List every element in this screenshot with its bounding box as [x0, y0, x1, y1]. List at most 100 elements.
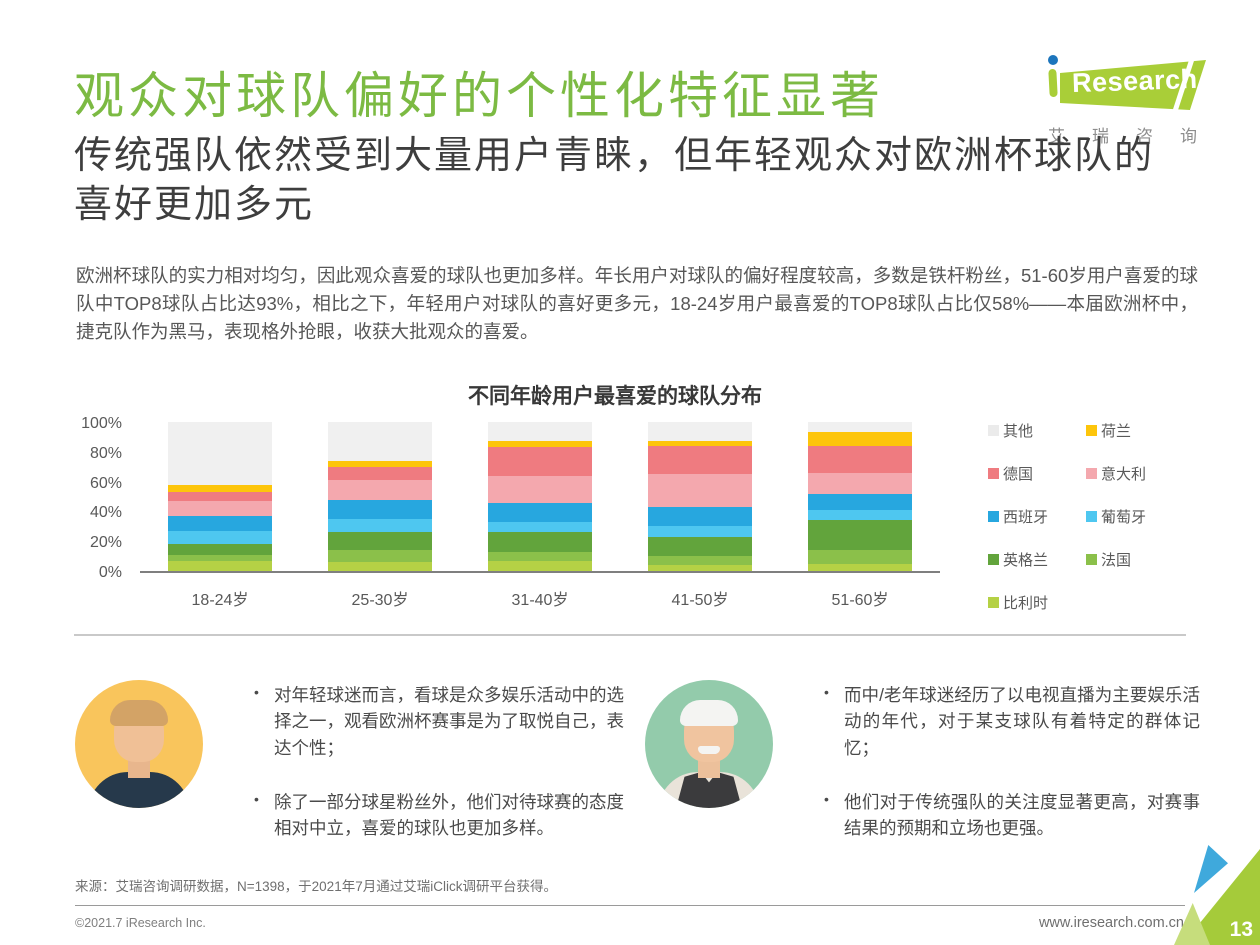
- bar-segment-西班牙: [808, 493, 912, 510]
- section-divider: [74, 634, 1186, 636]
- legend-label: 德国: [1003, 466, 1034, 483]
- legend-swatch-icon: [988, 468, 999, 479]
- stacked-bar-25-30岁: [328, 422, 432, 571]
- bar-segment-德国: [328, 466, 432, 481]
- legend-label: 比利时: [1003, 595, 1049, 612]
- footer-divider: [75, 905, 1185, 906]
- bar-segment-意大利: [168, 501, 272, 516]
- stacked-bar-31-40岁: [488, 422, 592, 571]
- young-fan-bullet-list: 对年轻球迷而言，看球是众多娱乐活动中的选择之一，观看欧洲杯赛事是为了取悦自己，表…: [252, 682, 624, 869]
- legend-item-英格兰: 英格兰: [988, 549, 1086, 570]
- bar-segment-比利时: [328, 562, 432, 571]
- page-corner-graphic: 13: [1170, 845, 1260, 945]
- logo-i-stem-icon: [1048, 68, 1058, 98]
- footer-copyright: ©2021.7 iResearch Inc.: [75, 916, 206, 930]
- bar-segment-英格兰: [488, 532, 592, 552]
- legend-label: 葡萄牙: [1101, 509, 1147, 526]
- bar-segment-意大利: [488, 475, 592, 503]
- x-axis-label: 51-60岁: [831, 592, 889, 609]
- bar-segment-葡萄牙: [328, 518, 432, 533]
- bar-segment-荷兰: [328, 460, 432, 467]
- bar-segment-法国: [808, 550, 912, 564]
- y-axis-tick: 0%: [98, 564, 122, 581]
- bar-segment-意大利: [328, 480, 432, 500]
- legend-label: 荷兰: [1101, 423, 1132, 440]
- legend-swatch-icon: [1086, 468, 1097, 479]
- legend-item-德国: 德国: [988, 463, 1086, 484]
- senior-fan-bullet-list: 而中/老年球迷经历了以电视直播为主要娱乐活动的年代，对于某支球队有着特定的群体记…: [822, 682, 1200, 869]
- x-axis-label: 31-40岁: [511, 592, 569, 609]
- bar-segment-英格兰: [168, 544, 272, 555]
- bar-segment-荷兰: [168, 484, 272, 493]
- bar-segment-其他: [488, 422, 592, 442]
- avatar-hair: [680, 700, 738, 726]
- legend-label: 意大利: [1101, 466, 1147, 483]
- bar-segment-意大利: [648, 474, 752, 507]
- young-fan-avatar: [75, 680, 203, 808]
- bar-segment-英格兰: [648, 536, 752, 557]
- bullet-item: 他们对于传统强队的关注度显著更高，对赛事结果的预期和立场也更强。: [822, 789, 1200, 842]
- bar-segment-其他: [808, 422, 912, 433]
- bar-segment-比利时: [648, 565, 752, 571]
- page-subtitle: 传统强队依然受到大量用户青睐，但年轻观众对欧洲杯球队的喜好更加多元: [74, 135, 1155, 226]
- legend-label: 法国: [1101, 552, 1132, 569]
- bar-segment-西班牙: [328, 499, 432, 519]
- intro-paragraph: 欧洲杯球队的实力相对均匀，因此观众喜爱的球队也更加多样。年长用户对球队的偏好程度…: [76, 265, 1198, 342]
- y-axis-tick: 40%: [89, 504, 122, 522]
- bar-segment-英格兰: [328, 532, 432, 551]
- bar-segment-荷兰: [808, 432, 912, 446]
- y-axis-tick: 60%: [89, 474, 122, 492]
- footer-website: www.iresearch.com.cn: [1038, 915, 1184, 931]
- legend-swatch-icon: [988, 597, 999, 608]
- legend-swatch-icon: [988, 511, 999, 522]
- chart-y-axis: 0% 20% 40% 60% 80% 100%: [56, 415, 128, 581]
- legend-swatch-icon: [1086, 511, 1097, 522]
- bar-segment-葡萄牙: [488, 521, 592, 533]
- bar-segment-西班牙: [488, 502, 592, 522]
- bar-segment-其他: [328, 422, 432, 461]
- bar-segment-其他: [648, 422, 752, 442]
- x-axis-label: 41-50岁: [671, 592, 729, 609]
- bullet-item: 而中/老年球迷经历了以电视直播为主要娱乐活动的年代，对于某支球队有着特定的群体记…: [822, 682, 1200, 761]
- bar-segment-荷兰: [488, 441, 592, 448]
- bullet-item: 对年轻球迷而言，看球是众多娱乐活动中的选择之一，观看欧洲杯赛事是为了取悦自己，表…: [252, 682, 624, 761]
- legend-item-比利时: 比利时: [988, 592, 1086, 613]
- stacked-bar-51-60岁: [808, 422, 912, 571]
- logo-chinese-text: 艾瑞咨询: [1048, 127, 1224, 146]
- bar-segment-德国: [808, 445, 912, 473]
- legend-swatch-icon: [1086, 425, 1097, 436]
- bar-segment-法国: [488, 551, 592, 561]
- bar-segment-西班牙: [648, 506, 752, 527]
- legend-item-葡萄牙: 葡萄牙: [1086, 506, 1184, 527]
- x-axis-label: 18-24岁: [191, 592, 249, 609]
- page-title: 观众对球队偏好的个性化特征显著: [74, 68, 884, 124]
- chart-title: 不同年龄用户最喜爱的球队分布: [468, 385, 762, 408]
- avatar-hair: [110, 700, 168, 726]
- bullet-item: 除了一部分球星粉丝外，他们对待球赛的态度相对中立，喜爱的球队也更加多样。: [252, 789, 624, 842]
- bar-segment-比利时: [488, 560, 592, 571]
- bar-segment-西班牙: [168, 515, 272, 531]
- y-axis-tick: 100%: [81, 415, 122, 432]
- corner-blue-triangle: [1194, 845, 1228, 893]
- y-axis-tick: 80%: [89, 444, 122, 462]
- iresearch-logo: Research 艾瑞咨询: [1036, 46, 1208, 146]
- bar-segment-比利时: [168, 560, 272, 571]
- bar-segment-荷兰: [648, 441, 752, 446]
- stacked-bar-41-50岁: [648, 422, 752, 571]
- legend-item-荷兰: 荷兰: [1086, 420, 1184, 441]
- chart-legend: 其他 荷兰德国 意大利西班牙 葡萄牙英格兰 法国比利时: [988, 420, 1184, 613]
- legend-swatch-icon: [988, 425, 999, 436]
- legend-label: 其他: [1003, 423, 1034, 440]
- legend-item-西班牙: 西班牙: [988, 506, 1086, 527]
- bar-segment-意大利: [808, 472, 912, 494]
- bar-segment-葡萄牙: [168, 530, 272, 545]
- bar-segment-英格兰: [808, 520, 912, 551]
- bar-segment-德国: [168, 492, 272, 502]
- page-number: 13: [1229, 918, 1253, 941]
- source-note: 来源：艾瑞咨询调研数据，N=1398，于2021年7月通过艾瑞iClick调研平…: [75, 879, 557, 894]
- bar-segment-法国: [168, 554, 272, 561]
- legend-label: 英格兰: [1003, 552, 1049, 569]
- logo-i-dot-icon: [1048, 55, 1058, 65]
- legend-item-法国: 法国: [1086, 549, 1184, 570]
